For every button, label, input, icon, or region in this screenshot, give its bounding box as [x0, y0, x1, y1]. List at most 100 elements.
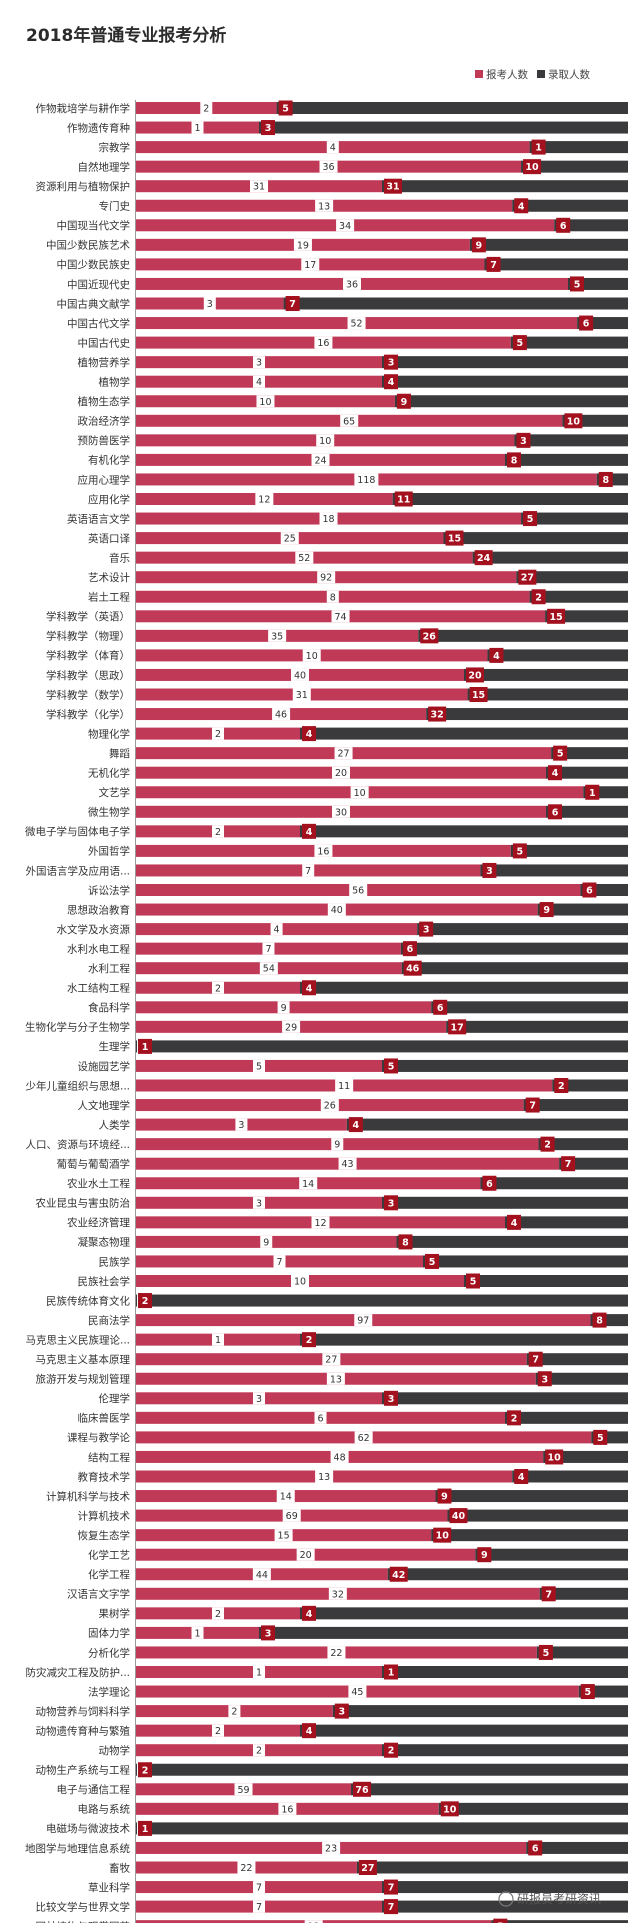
applicants-value-label: 7: [276, 1257, 282, 1268]
category-label: 文艺学: [99, 786, 131, 799]
category-label: 农业昆虫与害虫防治: [36, 1197, 131, 1210]
applicants-label-box: [191, 121, 204, 134]
admitted-value-label: 6: [437, 1003, 444, 1014]
watermark: 研报员考研资讯: [498, 1891, 601, 1907]
applicants-label-box: [311, 1216, 330, 1229]
admitted-value-label: 5: [497, 1922, 504, 1923]
category-label: 电磁场与微波技术: [46, 1822, 130, 1835]
admitted-value-label: 7: [529, 1101, 536, 1112]
admitted-value-label: 7: [388, 1883, 395, 1894]
applicants-value-label: 32: [332, 1589, 344, 1600]
admitted-label-box: [384, 1195, 398, 1211]
applicants-label-box: [349, 884, 368, 896]
admitted-label-box: [285, 296, 300, 311]
category-label: 植物学: [99, 376, 131, 389]
bar-admitted: [431, 1529, 628, 1542]
bar-admitted: [467, 688, 628, 701]
applicants-value-label: 10: [319, 436, 331, 447]
category-label: 动物遗传育种与繁殖: [36, 1724, 131, 1737]
applicants-value-label: 20: [300, 1550, 312, 1561]
admitted-label-box: [402, 941, 417, 957]
admitted-label-box: [302, 1605, 316, 1621]
category-label: 农业经济管理: [67, 1216, 130, 1229]
applicants-label-box: [316, 434, 335, 447]
bar-admitted: [521, 512, 628, 525]
admitted-value-label: 24: [477, 553, 491, 564]
applicants-value-label: 3: [207, 299, 213, 310]
category-label: 舞蹈: [109, 748, 130, 760]
admitted-label-box: [582, 882, 597, 898]
applicants-label-box: [317, 571, 336, 584]
admitted-value-label: 8: [596, 1316, 603, 1327]
applicants-label-box: [191, 1626, 204, 1639]
bar-admitted: [480, 864, 628, 877]
category-label: 自然地理学: [78, 160, 131, 173]
admitted-value-label: 5: [429, 1257, 436, 1268]
applicants-value-label: 13: [330, 1374, 342, 1385]
bar-admitted: [523, 1099, 628, 1112]
applicants-value-label: 11: [338, 1081, 350, 1092]
admitted-value-label: 3: [338, 1707, 345, 1718]
bar-admitted: [526, 1841, 628, 1854]
applicants-label-box: [320, 1099, 339, 1112]
applicants-label-box: [278, 1802, 297, 1815]
admitted-value-label: 3: [388, 1394, 395, 1405]
applicants-label-box: [326, 1372, 345, 1385]
applicants-value-label: 44: [256, 1570, 268, 1581]
category-label: 生理学: [99, 1040, 131, 1053]
applicants-value-label: 54: [263, 964, 275, 975]
admitted-label-box: [428, 706, 447, 722]
applicants-value-label: 22: [330, 1648, 342, 1659]
applicants-value-label: 48: [334, 1452, 346, 1463]
applicants-label-box: [296, 1548, 315, 1561]
bar-admitted: [487, 649, 628, 662]
bar-admitted: [505, 1216, 628, 1229]
category-label: 分析化学: [88, 1646, 130, 1659]
admitted-value-label: 9: [441, 1492, 448, 1503]
category-label: 有机化学: [88, 454, 130, 467]
admitted-value-label: 6: [532, 1843, 539, 1854]
admitted-label-box: [471, 237, 486, 253]
applicants-value-label: 29: [285, 1022, 297, 1033]
applicants-label-box: [295, 551, 314, 564]
admitted-value-label: 5: [584, 1687, 591, 1698]
applicants-value-label: 7: [305, 866, 311, 877]
applicants-label-box: [315, 1470, 334, 1483]
admitted-label-box: [384, 1879, 398, 1895]
applicants-label-box: [330, 1450, 349, 1463]
admitted-label-box: [449, 1508, 468, 1524]
admitted-value-label: 7: [565, 1159, 572, 1170]
admitted-label-box: [539, 902, 554, 918]
admitted-label-box: [420, 628, 439, 644]
applicants-label-box: [348, 1685, 367, 1698]
applicants-label-box: [260, 1235, 273, 1248]
admitted-label-box: [138, 1820, 152, 1836]
admitted-label-box: [466, 667, 484, 683]
applicants-label-box: [228, 1705, 241, 1718]
category-label: 作物遗传育种: [67, 121, 130, 134]
category-label: 英语语言文学: [67, 512, 130, 525]
admitted-value-label: 6: [583, 319, 590, 330]
legend-swatch-applicants: [475, 70, 483, 78]
admitted-label-box: [564, 413, 583, 429]
category-label: 果树学: [99, 1607, 131, 1620]
admitted-label-box: [384, 1899, 398, 1915]
category-label: 恢复生态学: [78, 1529, 131, 1542]
applicants-label-box: [301, 258, 320, 271]
applicants-label-box: [302, 864, 315, 877]
bar-admitted: [536, 1646, 628, 1659]
admitted-label-box: [384, 374, 398, 390]
admitted-value-label: 2: [544, 1140, 551, 1151]
applicants-label-box: [212, 825, 224, 838]
applicants-value-label: 7: [256, 1883, 262, 1894]
admitted-label-box: [396, 393, 411, 409]
admitted-value-label: 3: [486, 866, 493, 877]
applicants-value-label: 69: [286, 1511, 298, 1522]
category-label: 学科教学（物理）: [46, 630, 130, 643]
bar-admitted: [136, 1294, 628, 1307]
admitted-label-box: [433, 1527, 452, 1543]
applicants-label-box: [347, 317, 366, 330]
watermark-text: 研报员考研资讯: [517, 1891, 601, 1906]
applicants-value-label: 92: [320, 573, 332, 584]
